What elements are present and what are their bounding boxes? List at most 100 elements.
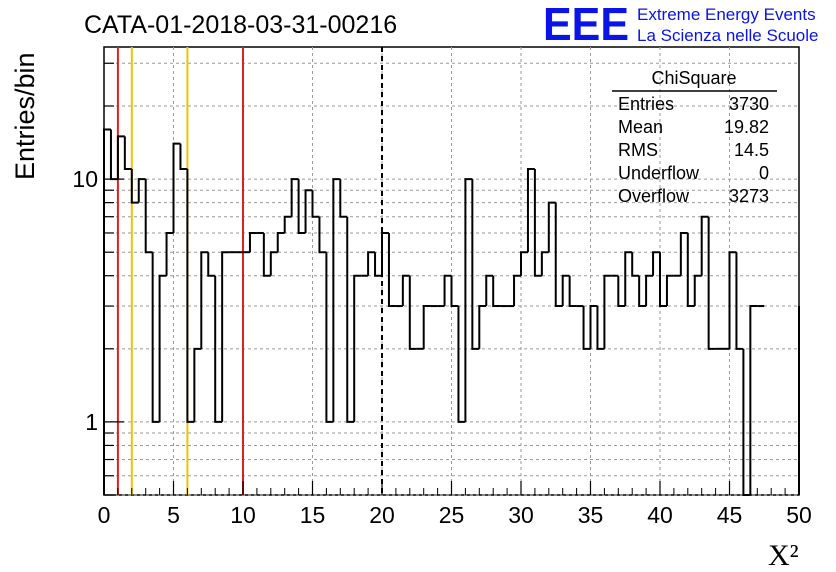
histogram-bin [172, 142, 181, 233]
stats-label: Overflow [618, 186, 690, 206]
eee-logo: EEE Extreme Energy Events La Scienza nel… [543, 0, 818, 50]
eee-logo-text: EEE [543, 0, 629, 50]
histogram-bin [659, 252, 667, 308]
histogram-bin [526, 168, 535, 253]
histogram-bin [749, 305, 758, 495]
histogram-bin [276, 231, 285, 253]
histogram-bin [568, 275, 577, 308]
histogram-bin [179, 143, 188, 171]
histogram-bin [561, 274, 570, 307]
x-axis-label: X² [768, 539, 799, 572]
histogram-bin [214, 275, 223, 423]
histogram-bin [450, 275, 459, 308]
histogram-bin [492, 275, 501, 308]
histogram-bin [151, 252, 160, 423]
histogram-bin [652, 251, 660, 276]
stats-value: 19.82 [724, 117, 769, 137]
stats-value: 14.5 [734, 140, 769, 160]
histogram-bin [457, 306, 466, 423]
histogram-bin [464, 178, 473, 422]
histogram-bin [374, 252, 382, 277]
x-tick-label: 0 [98, 502, 111, 528]
brand-line-2: La Scienza nelle Scuole [637, 26, 818, 45]
histogram-bin [325, 252, 334, 423]
histogram-bin [158, 274, 167, 422]
histogram-bin [471, 179, 480, 350]
grid [104, 47, 799, 496]
histogram-bin [422, 305, 431, 349]
histogram-bin [645, 274, 654, 307]
x-tick-label: 45 [717, 502, 743, 528]
histogram-bin [520, 251, 528, 276]
histogram-bin [381, 231, 389, 276]
histogram-bin [248, 231, 257, 253]
histogram-bin [638, 275, 647, 308]
histogram-bin [603, 274, 612, 349]
stats-rows: Entries 3730 Mean 19.82 RMS 14.5 Underflow 0 Ove… [618, 94, 769, 206]
histogram-bin [533, 169, 542, 277]
histogram-bin [728, 251, 737, 349]
histogram-bin [665, 274, 674, 307]
histogram-bin [130, 169, 139, 204]
x-tick-label: 5 [167, 502, 180, 528]
histogram-bin [513, 274, 521, 307]
histogram-bin [401, 274, 410, 307]
histogram-bin [408, 275, 417, 350]
stats-label: Entries [618, 94, 674, 114]
histogram-bin [339, 179, 348, 218]
stats-title: ChiSquare [651, 68, 736, 88]
axes: 0 5 10 15 20 25 30 35 40 45 50 1 10 [72, 62, 812, 528]
histogram-bin [735, 252, 744, 350]
histogram-bin [165, 231, 174, 276]
histogram-bin [290, 178, 299, 217]
histogram-bin [116, 135, 125, 180]
histogram-bin [540, 251, 549, 276]
histogram-bin [582, 306, 591, 350]
histogram-bin [679, 231, 688, 276]
x-tick-label: 40 [647, 502, 673, 528]
chart-title: CATA-01-2018-03-31-00216 [84, 11, 397, 39]
histogram-bin [589, 305, 598, 349]
x-tick-label: 50 [786, 502, 812, 528]
histogram-bin [297, 179, 306, 234]
x-tick-label: 30 [508, 502, 534, 528]
x-tick-label: 10 [230, 502, 256, 528]
histogram-bin [554, 202, 563, 308]
histogram-bin [123, 136, 132, 171]
histogram-bin [186, 169, 195, 423]
histogram-bin [193, 347, 202, 422]
histogram-bin [311, 190, 320, 218]
histogram-bin [318, 216, 327, 254]
histogram-bin [624, 251, 633, 307]
x-tick-label: 15 [300, 502, 326, 528]
histogram-bin [283, 215, 292, 233]
stats-value: 3730 [729, 94, 769, 114]
histogram-bin [304, 189, 313, 233]
histogram-bin [144, 179, 153, 254]
histogram-bin [485, 274, 494, 307]
histogram-bin [346, 216, 355, 423]
histogram-bin [137, 178, 146, 203]
histogram-bin [262, 232, 271, 277]
stats-value: 3273 [729, 186, 769, 206]
y-axis-label: Entries/bin [10, 52, 40, 180]
histogram-bin [617, 275, 626, 308]
histogram-bin [332, 178, 341, 422]
stats-label: Underflow [618, 163, 700, 183]
histogram-bin [269, 251, 278, 276]
histogram-bin [207, 252, 216, 277]
x-tick-label: 20 [369, 502, 395, 528]
histogram [103, 128, 800, 496]
stats-label: Mean [618, 117, 663, 137]
x-tick-label: 35 [578, 502, 604, 528]
stats-box: ChiSquare Entries 3730 Mean 19.82 RMS 14.5 Und… [612, 68, 777, 206]
histogram-bin [547, 201, 556, 253]
histogram-bin [596, 306, 605, 350]
histogram-bin [221, 251, 230, 422]
histogram-bin [686, 232, 695, 308]
histogram-bin [693, 274, 702, 307]
brand-line-1: Extreme Energy Events [637, 5, 816, 24]
histogram-bin [103, 128, 111, 495]
histogram-bin [367, 251, 376, 276]
